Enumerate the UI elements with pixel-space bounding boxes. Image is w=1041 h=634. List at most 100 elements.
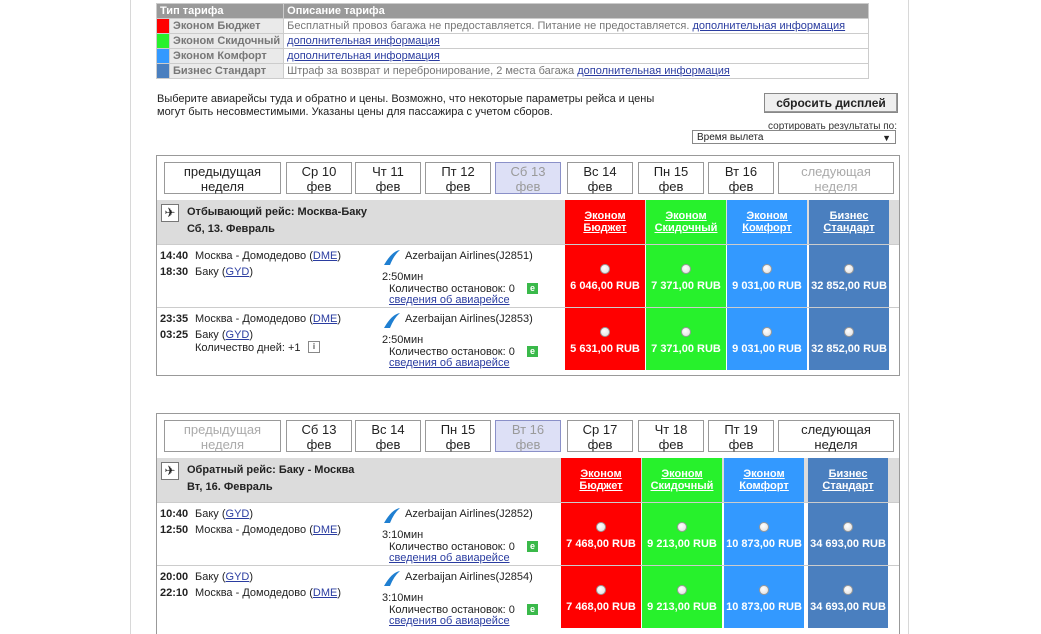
date-button[interactable]: Сб 13 фев xyxy=(286,420,352,452)
price: 10 873,00 RUB xyxy=(726,601,802,613)
flight-row: 23:35 Москва - Домодедово (DME) 03:25 Ба… xyxy=(157,307,899,370)
fare-cell[interactable]: 32 852,00 RUB xyxy=(809,308,889,370)
fare-cell[interactable]: 7 371,00 RUB xyxy=(646,308,726,370)
date-button[interactable]: Вс 14 фев xyxy=(567,162,633,194)
fare-radio[interactable] xyxy=(681,264,691,274)
airport-code-link[interactable]: GYD xyxy=(225,266,250,278)
date-button[interactable]: Чт 18 фев xyxy=(638,420,704,452)
arrival-city: Москва - Домодедово (DME) xyxy=(195,587,341,599)
fare-cell[interactable]: 9 213,00 RUB xyxy=(642,566,722,628)
fare-header-business[interactable]: Бизнес Стандарт xyxy=(808,458,888,502)
fare-radio[interactable] xyxy=(844,264,854,274)
date-button[interactable]: Пн 15 фев xyxy=(425,420,491,452)
date-button[interactable]: Ср 10 фев xyxy=(286,162,352,194)
date-button[interactable]: Пн 15 фев xyxy=(638,162,704,194)
fare-radio[interactable] xyxy=(759,522,769,532)
flight-info-link[interactable]: сведения об авиарейсе xyxy=(389,357,510,369)
fare-header-budget[interactable]: Эконом Бюджет xyxy=(561,458,641,502)
airline-logo-icon xyxy=(384,508,400,523)
date-button[interactable]: Чт 11 фев xyxy=(355,162,421,194)
reset-display-button[interactable]: сбросить дисплей xyxy=(764,93,898,113)
prev-week-button[interactable]: предыдущая неделя xyxy=(164,162,281,194)
arrival-time: 18:30 xyxy=(160,266,189,278)
stops-count: Количество остановок: 0 xyxy=(389,346,515,358)
airport-code-link[interactable]: DME xyxy=(312,313,338,325)
fare-radio[interactable] xyxy=(677,585,687,595)
date-button[interactable]: Вс 14 фев xyxy=(355,420,421,452)
stops-count: Количество остановок: 0 xyxy=(389,541,515,553)
fare-cell[interactable]: 32 852,00 RUB xyxy=(809,245,889,307)
fare-cell[interactable]: 10 873,00 RUB xyxy=(724,503,804,565)
next-week-button[interactable]: следующая неделя xyxy=(778,162,894,194)
fare-cell[interactable]: 9 031,00 RUB xyxy=(727,308,807,370)
arrival-city: Москва - Домодедово (DME) xyxy=(195,524,341,536)
fare-radio[interactable] xyxy=(596,522,606,532)
fare-cell[interactable]: 5 631,00 RUB xyxy=(565,308,645,370)
sort-select[interactable]: Время вылета ▼ xyxy=(692,130,896,144)
price: 32 852,00 RUB xyxy=(811,343,887,355)
airport-code-link[interactable]: GYD xyxy=(225,329,250,341)
fare-radio[interactable] xyxy=(844,327,854,337)
airport-code-link[interactable]: GYD xyxy=(225,571,250,583)
flight-info-link[interactable]: сведения об авиарейсе xyxy=(389,294,510,306)
fare-header-discount[interactable]: Эконом Скидочный xyxy=(642,458,722,502)
date-button[interactable]: Ср 17 фев xyxy=(567,420,633,452)
fare-cell[interactable]: 7 468,00 RUB xyxy=(561,503,641,565)
fare-radio[interactable] xyxy=(677,522,687,532)
more-info-link[interactable]: дополнительная информация xyxy=(577,65,730,77)
fare-header-comfort[interactable]: Эконом Комфорт xyxy=(727,200,807,244)
fare-radio[interactable] xyxy=(596,585,606,595)
departure-city: Москва - Домодедово (DME) xyxy=(195,250,341,262)
more-info-link[interactable]: дополнительная информация xyxy=(692,20,846,32)
date-button[interactable]: Пт 12 фев xyxy=(425,162,491,194)
plane-icon: ✈ xyxy=(161,204,179,222)
arrival-time: 03:25 xyxy=(160,329,189,341)
date-button[interactable]: Вт 16 фев xyxy=(708,162,774,194)
flight-info-link[interactable]: сведения об авиарейсе xyxy=(389,615,510,627)
airport-code-link[interactable]: DME xyxy=(312,587,338,599)
fare-header-comfort[interactable]: Эконом Комфорт xyxy=(724,458,804,502)
sort-label: сортировать результаты по: xyxy=(768,121,897,132)
fare-header-business[interactable]: Бизнес Стандарт xyxy=(809,200,889,244)
flight-info-link[interactable]: сведения об авиарейсе xyxy=(389,552,510,564)
fare-radio[interactable] xyxy=(843,522,853,532)
airport-code-link[interactable]: GYD xyxy=(225,508,250,520)
date-button-selected[interactable]: Вт 16 фев xyxy=(495,420,561,452)
fare-radio[interactable] xyxy=(762,264,772,274)
flight-duration: 2:50мин xyxy=(382,334,424,346)
tariff-name: Бизнес Стандарт xyxy=(168,63,285,79)
price: 7 371,00 RUB xyxy=(651,343,721,355)
info-icon[interactable]: i xyxy=(308,341,320,353)
fare-radio[interactable] xyxy=(600,327,610,337)
next-week-button[interactable]: следующая неделя xyxy=(778,420,894,452)
fare-cell[interactable]: 9 031,00 RUB xyxy=(727,245,807,307)
fare-cell[interactable]: 7 371,00 RUB xyxy=(646,245,726,307)
departure-time: 23:35 xyxy=(160,313,189,325)
fare-radio[interactable] xyxy=(681,327,691,337)
fare-cell[interactable]: 34 693,00 RUB xyxy=(808,503,888,565)
fare-cell[interactable]: 9 213,00 RUB xyxy=(642,503,722,565)
fare-header-discount[interactable]: Эконом Скидочный xyxy=(646,200,726,244)
fare-header-budget[interactable]: Эконом Бюджет xyxy=(565,200,645,244)
date-button-selected[interactable]: Сб 13 фев xyxy=(495,162,561,194)
more-info-link[interactable]: дополнительная информация xyxy=(287,50,440,62)
more-info-link[interactable]: дополнительная информация xyxy=(287,35,440,47)
departure-city: Баку (GYD) xyxy=(195,571,254,583)
fare-radio[interactable] xyxy=(843,585,853,595)
fare-radio[interactable] xyxy=(600,264,610,274)
prev-week-button[interactable]: предыдущая неделя xyxy=(164,420,281,452)
fare-cell[interactable]: 34 693,00 RUB xyxy=(808,566,888,628)
fare-cell[interactable]: 10 873,00 RUB xyxy=(724,566,804,628)
fare-cell[interactable]: 7 468,00 RUB xyxy=(561,566,641,628)
airport-code-link[interactable]: DME xyxy=(312,250,338,262)
date-button[interactable]: Пт 19 фев xyxy=(708,420,774,452)
price: 32 852,00 RUB xyxy=(811,280,887,292)
price: 34 693,00 RUB xyxy=(810,538,886,550)
fare-cell[interactable]: 6 046,00 RUB xyxy=(565,245,645,307)
flight-header: ✈ Обратный рейс: Баку - Москва Вт, 16. Ф… xyxy=(157,458,899,502)
fare-radio[interactable] xyxy=(762,327,772,337)
fare-radio[interactable] xyxy=(759,585,769,595)
days-offset: Количество дней: +1 xyxy=(195,342,301,354)
airport-code-link[interactable]: DME xyxy=(312,524,338,536)
outbound-block: предыдущая неделя Ср 10 фев Чт 11 фев Пт 12… xyxy=(156,155,900,376)
